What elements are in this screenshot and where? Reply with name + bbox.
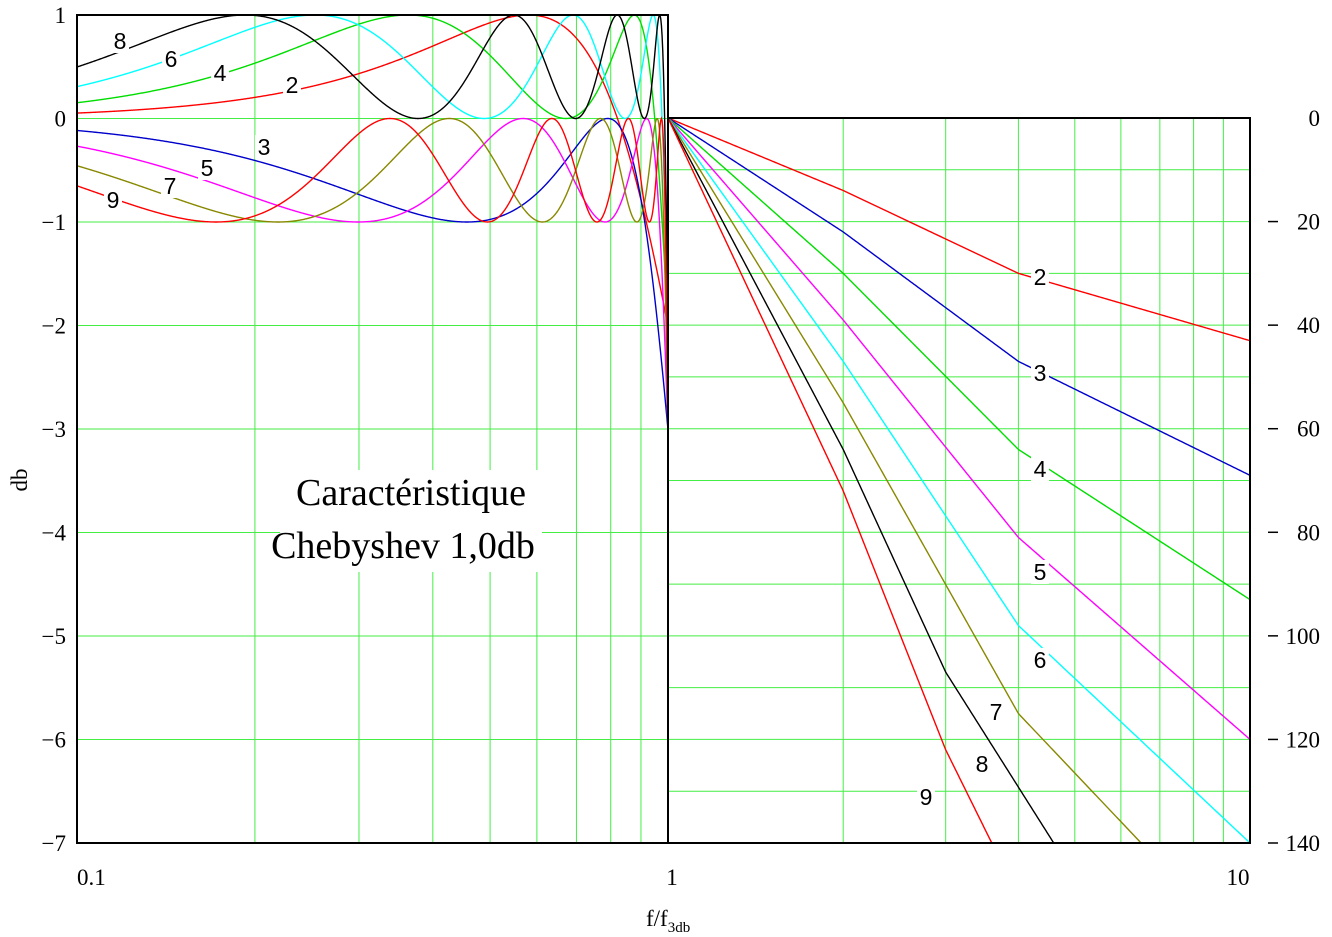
left-curve-order-3 [76,117,669,430]
left-series-label-7: 7 [164,173,177,199]
right-curve-order-8 [667,117,1055,844]
series-label-bg [1031,457,1049,481]
left-y-tick-label: −1 [42,210,66,235]
right-series-label-8: 8 [976,751,989,777]
left-y-tick-label: −7 [42,831,66,856]
y-axis-label: db [7,469,32,492]
right-curve-order-6 [667,117,1251,844]
left-curve-order-8 [76,13,669,430]
right-series-label-3: 3 [1034,360,1047,386]
x-axis-label: f/f3db [646,906,690,936]
series-label-bg [987,700,1005,724]
right-panel-frame [667,117,1251,844]
series-label-bg [211,61,229,85]
right-y-tick-label: 40 [1297,313,1320,338]
left-series-label-5: 5 [201,155,214,181]
left-curve-order-5 [76,117,669,430]
left-y-tick-label: −5 [42,624,66,649]
series-label-bg [162,47,180,71]
series-label-bg [198,156,216,180]
left-y-tick-label: 1 [55,3,67,28]
right-curve-order-4 [667,117,1251,601]
series-label-bg [1031,361,1049,385]
left-series-label-6: 6 [165,46,178,72]
left-series-label-3: 3 [258,134,271,160]
right-y-tick-label: 60 [1297,417,1320,442]
right-series-label-6: 6 [1034,647,1047,673]
x-tick-label: 10 [1227,865,1250,890]
right-curve-order-5 [667,117,1251,740]
right-series-label-5: 5 [1034,559,1047,585]
series-label-bg [1031,648,1049,672]
left-y-tick-label: −2 [42,314,66,339]
series-label-bg [1031,265,1049,289]
right-series-label-4: 4 [1034,456,1047,482]
series-label-bg [255,135,273,159]
right-y-tick-label: 80 [1297,520,1320,545]
left-y-tick-label: −4 [42,521,67,546]
left-y-tick-label: 0 [55,107,67,132]
series-label-bg [283,73,301,97]
left-curve-order-9 [76,116,669,430]
chart-title-line-1: Caractéristique [296,472,526,514]
left-y-tick-label: −3 [42,417,66,442]
right-series-label-7: 7 [990,699,1003,725]
right-y-tick-label: 100 [1286,624,1321,649]
right-y-tick-label: 20 [1297,210,1320,235]
series-label-bg [973,752,991,776]
left-series-label-9: 9 [107,187,120,213]
x-axis-label-sub: 3db [668,920,691,936]
frame-layer [76,14,1251,844]
series-label-bg [104,188,122,212]
series-label-bg [161,174,179,198]
left-curve-order-4 [76,14,669,430]
right-y-tick-label: 0 [1309,106,1321,131]
left-series-label-4: 4 [214,60,227,86]
right-curve-order-2 [667,117,1251,342]
left-series-label-2: 2 [286,72,299,98]
right-curve-order-9 [667,117,993,844]
series-label-bg [111,29,129,53]
x-tick-label: 1 [666,865,678,890]
right-series-label-9: 9 [920,784,933,810]
x-axis-label-main: f/f [646,906,668,931]
right-y-tick-label: 120 [1286,727,1321,752]
left-series-label-8: 8 [114,28,127,54]
right-curve-order-3 [667,117,1251,476]
chart-title-line-2: Chebyshev 1,0db [271,525,535,567]
right-series-label-2: 2 [1034,264,1047,290]
series-label-bg [1031,560,1049,584]
left-y-tick-label: −6 [42,728,66,753]
left-curve-order-7 [76,117,669,430]
right-y-tick-label: 140 [1286,831,1321,856]
x-tick-label: 0.1 [77,865,106,890]
left-curve-order-2 [76,14,669,430]
right-curve-order-7 [667,117,1142,844]
series-label-bg [917,785,935,809]
chart-title: Caractéristique Chebyshev 1,0db [271,470,542,572]
